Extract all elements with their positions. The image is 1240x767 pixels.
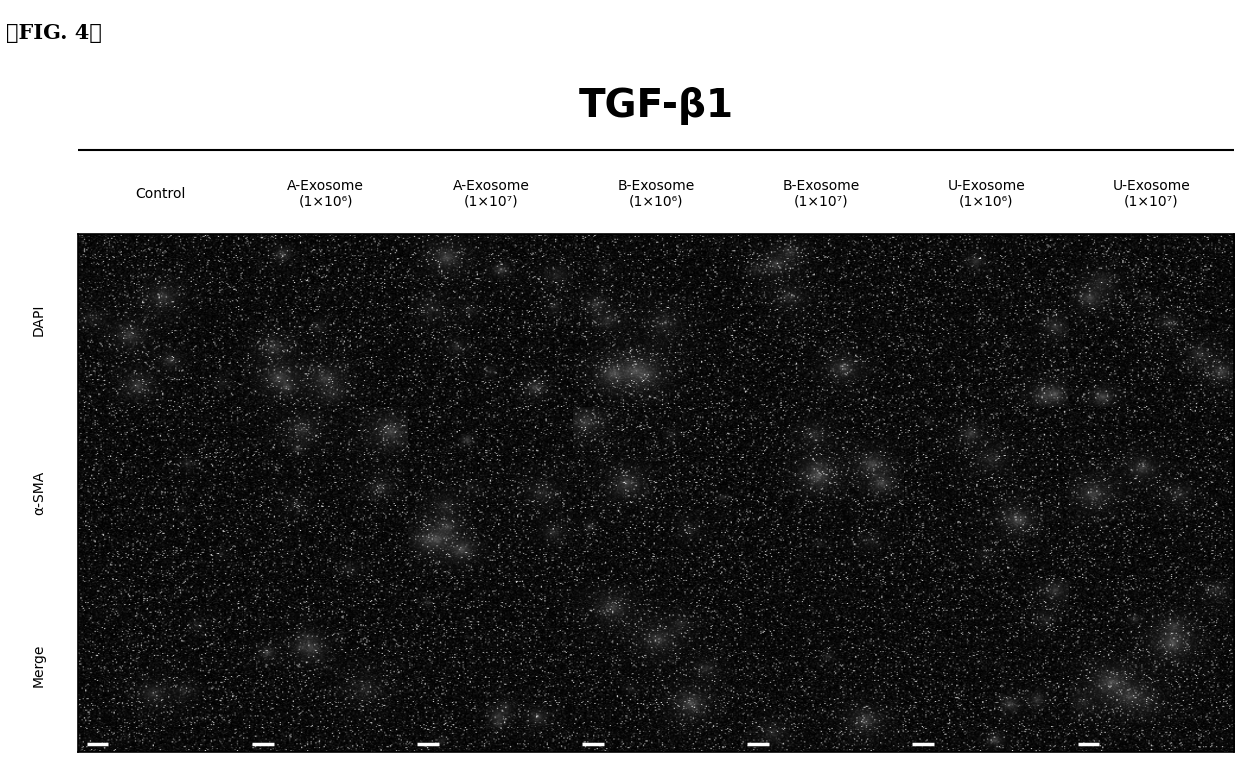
Text: 【FIG. 4】: 【FIG. 4】 (6, 22, 102, 43)
Text: U-Exosome
(1×10⁶): U-Exosome (1×10⁶) (947, 179, 1025, 209)
Text: U-Exosome
(1×10⁷): U-Exosome (1×10⁷) (1112, 179, 1190, 209)
Text: α-SMA: α-SMA (32, 471, 46, 515)
Text: A-Exosome
(1×10⁷): A-Exosome (1×10⁷) (453, 179, 529, 209)
Text: B-Exosome
(1×10⁷): B-Exosome (1×10⁷) (782, 179, 859, 209)
Text: TGF-β1: TGF-β1 (579, 87, 734, 125)
Text: Merge: Merge (32, 644, 46, 687)
Text: A-Exosome
(1×10⁶): A-Exosome (1×10⁶) (288, 179, 365, 209)
Text: B-Exosome
(1×10⁶): B-Exosome (1×10⁶) (618, 179, 694, 209)
Text: Control: Control (135, 186, 186, 201)
Text: DAPI: DAPI (32, 304, 46, 337)
